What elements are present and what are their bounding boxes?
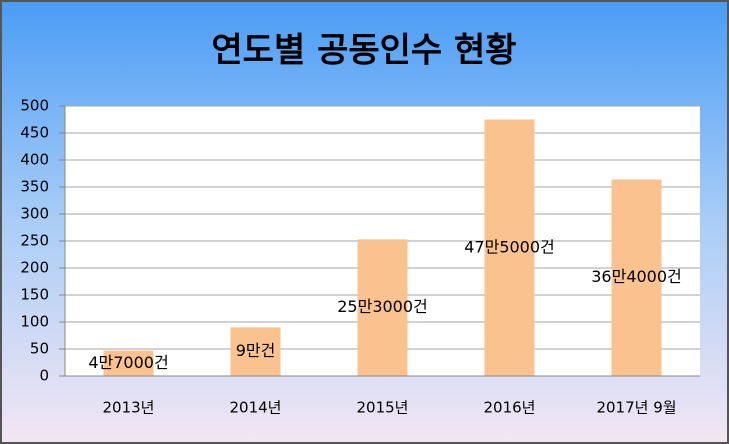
x-tick-label: 2015년 <box>357 399 409 417</box>
y-tick-label: 350 <box>20 178 49 196</box>
x-tick-label: 2014년 <box>230 399 282 417</box>
value-label: 4만7000건 <box>88 353 168 372</box>
y-tick-label: 0 <box>39 367 49 385</box>
x-tick-label: 2016년 <box>484 399 536 417</box>
x-tick-label: 2017년 9월 <box>596 399 676 417</box>
value-label: 9만건 <box>236 341 276 360</box>
y-tick-label: 500 <box>20 97 49 115</box>
bar <box>611 179 662 376</box>
bar <box>103 350 154 376</box>
y-tick-label: 300 <box>20 205 49 223</box>
bar <box>357 239 408 376</box>
value-label: 25만3000건 <box>337 297 428 316</box>
y-tick-label: 400 <box>20 151 49 169</box>
value-label: 36만4000건 <box>591 267 682 286</box>
y-tick-label: 200 <box>20 259 49 277</box>
y-tick-label: 100 <box>20 313 49 331</box>
y-tick-label: 450 <box>20 124 49 142</box>
x-tick-label: 2013년 <box>103 399 155 417</box>
bar <box>230 327 281 376</box>
chart-title: 연도별 공동인수 현황 <box>211 31 516 71</box>
y-tick-label: 150 <box>20 286 49 304</box>
value-label: 47만5000건 <box>464 237 555 256</box>
bar <box>484 119 535 376</box>
y-tick-label: 250 <box>20 232 49 250</box>
y-tick-label: 50 <box>30 340 49 358</box>
